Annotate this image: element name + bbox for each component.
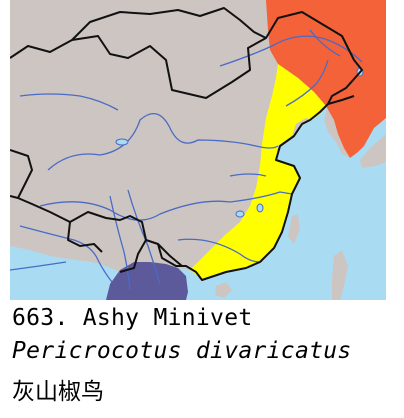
- species-scientific-name: Pericrocotus divaricatus: [12, 338, 352, 364]
- mongolia-border: [71, 7, 267, 41]
- range-map-svg: [10, 0, 386, 300]
- south-asia-border: [67, 221, 103, 253]
- river-yangtze: [39, 191, 293, 221]
- korea-border: [327, 95, 355, 105]
- river-songhua: [309, 29, 341, 57]
- breeding-range: [266, 0, 386, 158]
- range-map: [10, 0, 386, 300]
- lake-poyang: [256, 203, 264, 213]
- japan-islands: [360, 134, 386, 168]
- river-salween: [109, 195, 131, 291]
- lakes: [115, 67, 364, 218]
- china-border: [10, 11, 363, 281]
- species-number-and-common-name: 663. Ashy Minivet: [12, 305, 253, 331]
- river-brahmaputra: [19, 225, 113, 283]
- central-asia-border: [10, 149, 33, 199]
- river-liao: [285, 59, 329, 107]
- species-chinese-name: 灰山椒鸟: [12, 379, 104, 405]
- river-huai: [229, 173, 267, 177]
- national-borders: [10, 7, 363, 281]
- taiwan-island: [288, 214, 300, 244]
- lake-dongting: [235, 210, 245, 218]
- lake-qinghai: [115, 138, 129, 146]
- river-tarim: [19, 93, 119, 111]
- hainan-island: [215, 282, 232, 298]
- philippine-islands: [332, 250, 348, 300]
- river-yellow: [47, 112, 279, 171]
- river-mekong: [127, 189, 161, 285]
- indochina-border: [119, 239, 183, 273]
- river-pearl: [177, 238, 261, 263]
- passage-range: [190, 64, 326, 280]
- wintering-range: [106, 262, 188, 300]
- river-ganges: [10, 261, 67, 271]
